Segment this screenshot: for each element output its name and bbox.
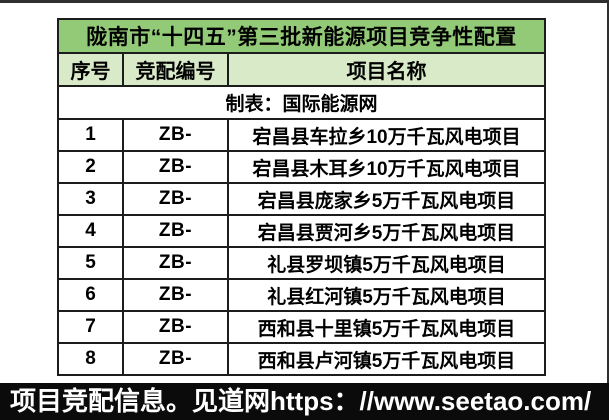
projects-table: 陇南市“十四五”第三批新能源项目竞争性配置 序号 竞配编号 项目名称 制表：国际…	[56, 18, 547, 376]
serial-number-cell: 3	[57, 182, 124, 216]
image-right-edge	[607, 0, 609, 420]
project-name-cell: 礼县罗坝镇5万千瓦风电项目	[226, 246, 547, 280]
serial-number-cell: 8	[57, 342, 124, 376]
column-header-serial: 序号	[57, 52, 124, 87]
bid-code-cell: ZB-	[122, 214, 229, 248]
table-row: 6 ZB- 礼县红河镇5万千瓦风电项目	[57, 278, 547, 312]
project-name-cell: 西和县卢河镇5万千瓦风电项目	[226, 342, 547, 376]
bid-code-cell: ZB-	[122, 310, 229, 344]
bid-code-cell: ZB-	[122, 150, 229, 184]
column-header-bid-code: 竞配编号	[122, 52, 229, 87]
footer-text: 项目竞配信息。见道网https：//www.seetao.com/	[10, 386, 592, 416]
bid-code-cell: ZB-	[122, 342, 229, 376]
project-name-cell: 西和县十里镇5万千瓦风电项目	[226, 310, 547, 344]
bid-code-cell: ZB-	[122, 118, 229, 152]
table-title: 陇南市“十四五”第三批新能源项目竞争性配置	[56, 18, 547, 54]
project-name-cell: 礼县红河镇5万千瓦风电项目	[226, 278, 547, 312]
table-row: 4 ZB- 宕昌县贾河乡5万千瓦风电项目	[57, 214, 547, 248]
bid-code-cell: ZB-	[122, 182, 229, 216]
table-body: 制表：国际能源网 1 ZB- 宕昌县车拉乡10万千瓦风电项目 2 ZB- 宕昌县…	[56, 85, 547, 376]
table-row: 7 ZB- 西和县十里镇5万千瓦风电项目	[57, 310, 547, 344]
bid-code-cell: ZB-	[122, 246, 229, 280]
serial-number-cell: 2	[57, 150, 124, 184]
table-row: 5 ZB- 礼县罗坝镇5万千瓦风电项目	[57, 246, 547, 280]
project-name-cell: 宕昌县庞家乡5万千瓦风电项目	[226, 182, 547, 216]
serial-number-cell: 5	[57, 246, 124, 280]
footer-bar: 项目竞配信息。见道网https：//www.seetao.com/	[0, 383, 609, 420]
image-top-edge	[0, 0, 609, 3]
table-row: 8 ZB- 西和县卢河镇5万千瓦风电项目	[57, 342, 547, 376]
table-row: 3 ZB- 宕昌县庞家乡5万千瓦风电项目	[57, 182, 547, 216]
serial-number-cell: 1	[57, 118, 124, 152]
project-name-cell: 宕昌县贾河乡5万千瓦风电项目	[226, 214, 547, 248]
table-note: 制表：国际能源网	[56, 85, 547, 120]
table-row: 2 ZB- 宕昌县木耳乡10万千瓦风电项目	[57, 150, 547, 184]
table-note-row: 制表：国际能源网	[56, 85, 547, 120]
project-name-cell: 宕昌县木耳乡10万千瓦风电项目	[226, 150, 547, 184]
project-name-cell: 宕昌县车拉乡10万千瓦风电项目	[226, 118, 547, 152]
table-title-row: 陇南市“十四五”第三批新能源项目竞争性配置	[56, 18, 547, 54]
serial-number-cell: 4	[57, 214, 124, 248]
bid-code-cell: ZB-	[122, 278, 229, 312]
table-row: 1 ZB- 宕昌县车拉乡10万千瓦风电项目	[57, 118, 547, 152]
serial-number-cell: 6	[57, 278, 124, 312]
column-header-project-name: 项目名称	[226, 52, 547, 87]
serial-number-cell: 7	[57, 310, 124, 344]
table-header-row: 序号 竞配编号 项目名称	[57, 52, 547, 87]
